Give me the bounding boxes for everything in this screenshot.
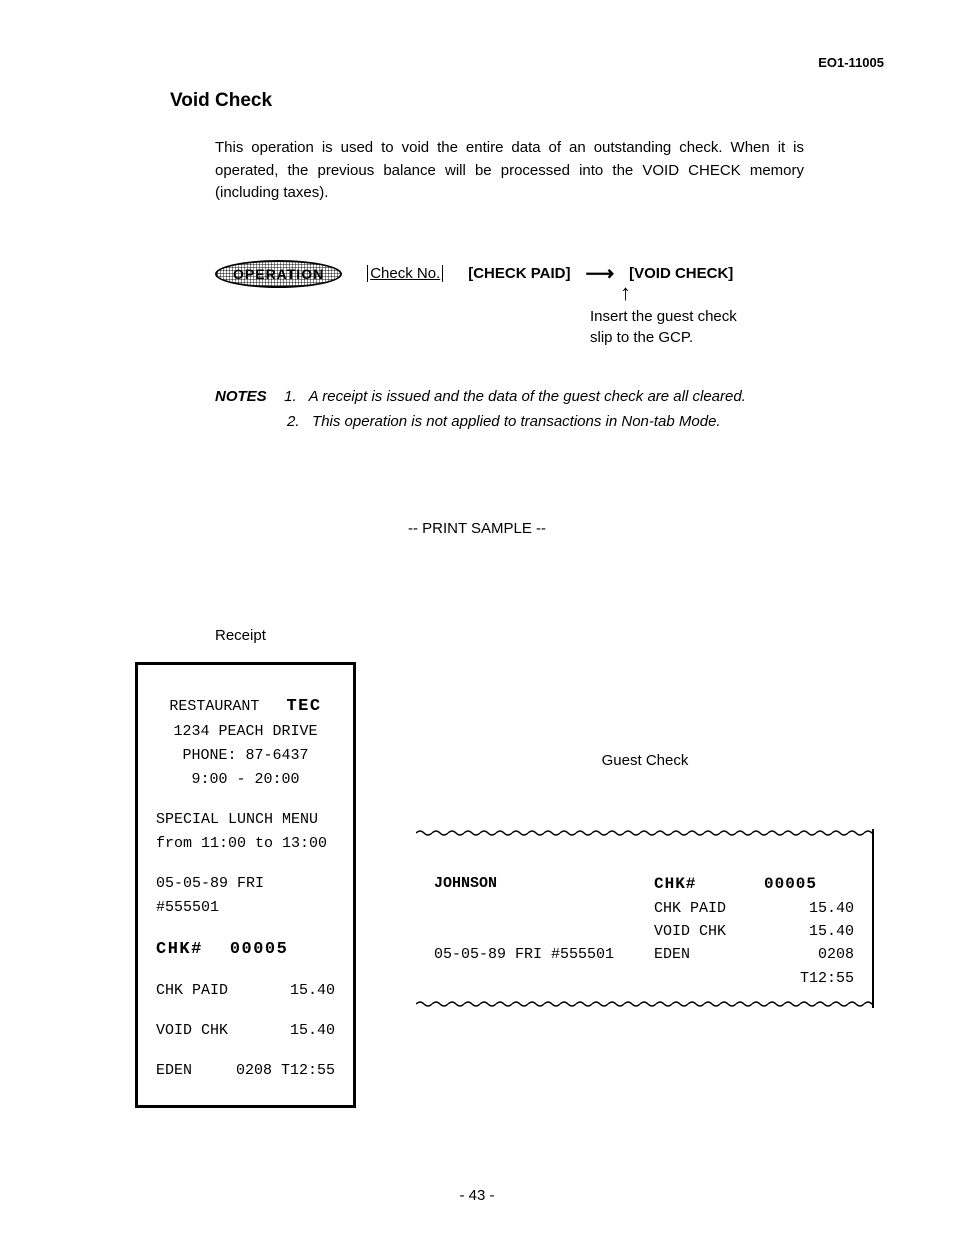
arrow-up-icon: ↑ bbox=[620, 284, 874, 302]
gc-void-val: 15.40 bbox=[764, 920, 854, 943]
receipt-label: Receipt bbox=[215, 627, 874, 644]
receipt-hours: 9:00 - 20:00 bbox=[156, 768, 335, 792]
operation-pill: OPERATION bbox=[215, 260, 342, 288]
check-paid-label: [CHECK PAID] bbox=[468, 265, 570, 282]
receipt-eden: EDEN bbox=[156, 1059, 192, 1083]
note-2-num: 2. bbox=[287, 413, 300, 430]
receipt-date: 05-05-89 FRI #555501 bbox=[156, 872, 335, 920]
receipt-time: 0208 T12:55 bbox=[236, 1059, 335, 1083]
insert-note: Insert the guest check slip to the GCP. bbox=[590, 306, 740, 348]
gc-chk-num: 00005 bbox=[764, 872, 854, 897]
note-1-text: A receipt is issued and the data of the … bbox=[309, 388, 746, 405]
guest-check-label: Guest Check bbox=[416, 752, 874, 769]
page-title: Void Check bbox=[170, 90, 874, 112]
receipt-paid-label: CHK PAID bbox=[156, 979, 228, 1003]
receipt-void-val: 15.40 bbox=[290, 1019, 335, 1043]
receipt-phone: PHONE: 87-6437 bbox=[156, 744, 335, 768]
notes-label: NOTES bbox=[215, 388, 280, 405]
receipt-special1: SPECIAL LUNCH MENU bbox=[156, 808, 335, 832]
wavy-bottom-icon bbox=[416, 1000, 874, 1008]
gc-date: 05-05-89 FRI #555501 bbox=[434, 943, 654, 990]
receipt-chk-num: 00005 bbox=[230, 940, 289, 959]
receipt-paid-val: 15.40 bbox=[290, 979, 335, 1003]
note-2-text: This operation is not applied to transac… bbox=[312, 413, 721, 430]
receipt-void-label: VOID CHK bbox=[156, 1019, 228, 1043]
document-id: EO1-11005 bbox=[818, 55, 884, 70]
gc-eden: EDEN bbox=[654, 943, 764, 990]
receipt-addr: 1234 PEACH DRIVE bbox=[156, 720, 335, 744]
void-check-label: [VOID CHECK] bbox=[629, 265, 733, 282]
notes-section: NOTES 1. A receipt is issued and the dat… bbox=[215, 388, 874, 430]
receipt-chk-label: CHK# bbox=[156, 940, 203, 959]
gc-time: 0208 T12:55 bbox=[764, 943, 854, 990]
wavy-top-icon bbox=[416, 829, 874, 837]
guest-check-body: JOHNSON CHK# 00005 CHK PAID 15.40 VOID C… bbox=[416, 837, 874, 1000]
gc-void-label: VOID CHK bbox=[654, 920, 764, 943]
note-1-num: 1. bbox=[284, 388, 297, 405]
print-area: RESTAURANT TEC 1234 PEACH DRIVE PHONE: 8… bbox=[135, 662, 874, 1108]
receipt-tec: TEC bbox=[286, 697, 321, 716]
guest-check-area: Guest Check JOHNSON CHK# 00005 CHK PAID … bbox=[416, 752, 874, 1008]
gc-name: JOHNSON bbox=[434, 872, 654, 897]
arrow-right-icon: ⟶ bbox=[585, 261, 614, 286]
receipt-special2: from 11:00 to 13:00 bbox=[156, 832, 335, 856]
page-number: - 43 - bbox=[0, 1187, 954, 1204]
print-sample-heading: -- PRINT SAMPLE -- bbox=[80, 520, 874, 537]
gc-paid-label: CHK PAID bbox=[654, 897, 764, 920]
gc-chk-label: CHK# bbox=[654, 872, 764, 897]
receipt-box: RESTAURANT TEC 1234 PEACH DRIVE PHONE: 8… bbox=[135, 662, 356, 1108]
description-text: This operation is used to void the entir… bbox=[215, 137, 804, 205]
receipt-restaurant: RESTAURANT bbox=[169, 698, 259, 715]
check-no-label: Check No. bbox=[367, 265, 443, 282]
gc-paid-val: 15.40 bbox=[764, 897, 854, 920]
